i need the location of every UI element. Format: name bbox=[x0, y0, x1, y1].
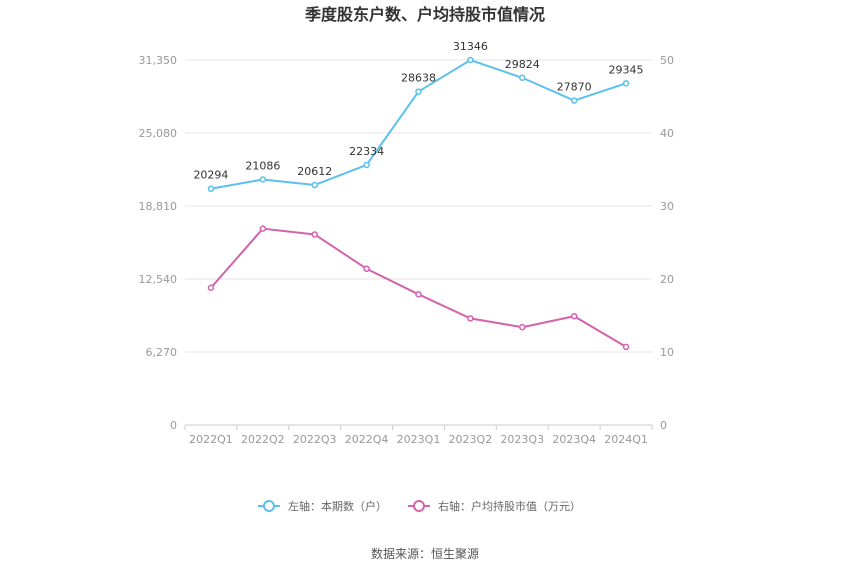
data-point[interactable] bbox=[207, 185, 215, 192]
data-label: 29345 bbox=[609, 63, 644, 76]
data-point[interactable] bbox=[519, 323, 526, 331]
data-label: 29824 bbox=[505, 58, 540, 71]
left-axis-tick: 0 bbox=[170, 419, 177, 432]
legend-item[interactable]: 右轴：户均持股市值（万元） bbox=[408, 499, 581, 513]
data-source: 数据来源：恒生聚源 bbox=[371, 546, 479, 561]
right-axis-tick: 0 bbox=[660, 419, 667, 432]
data-label: 20294 bbox=[193, 169, 228, 182]
chart-title: 季度股东户数、户均持股市值情况 bbox=[304, 5, 545, 24]
data-point[interactable] bbox=[467, 56, 474, 64]
x-axis-tick: 2022Q2 bbox=[241, 433, 285, 446]
data-point[interactable] bbox=[363, 161, 370, 169]
series-layer: 20294 21086 20612 22334 28638 31346 29824 27870… bbox=[193, 40, 644, 351]
data-label: 28638 bbox=[401, 72, 436, 85]
series-line bbox=[210, 227, 627, 348]
data-point[interactable] bbox=[259, 225, 267, 232]
axes: 0 0 6,270 10 12,540 20 18,810 30 25,080 40 31,350 5… bbox=[139, 54, 675, 446]
x-axis-tick: 2022Q4 bbox=[345, 433, 389, 446]
data-point[interactable] bbox=[207, 284, 215, 292]
data-point[interactable] bbox=[311, 181, 318, 189]
legend-label: 左轴：本期数（户） bbox=[288, 499, 387, 513]
right-axis-tick: 30 bbox=[660, 200, 674, 213]
x-axis-tick: 2023Q2 bbox=[449, 433, 493, 446]
x-axis-tick: 2023Q1 bbox=[397, 433, 441, 446]
data-point[interactable] bbox=[467, 315, 474, 322]
data-point[interactable] bbox=[570, 97, 578, 104]
right-axis-tick: 50 bbox=[660, 54, 674, 67]
right-axis-tick: 10 bbox=[660, 346, 674, 359]
data-label: 31346 bbox=[453, 40, 488, 53]
grid-lines bbox=[185, 59, 652, 426]
data-label: 20612 bbox=[297, 165, 332, 178]
legend[interactable]: 左轴：本期数（户） 右轴：户均持股市值（万元） bbox=[258, 499, 581, 513]
right-axis-tick: 20 bbox=[660, 273, 674, 286]
legend-item[interactable]: 左轴：本期数（户） bbox=[258, 499, 387, 513]
x-axis-tick: 2023Q3 bbox=[500, 433, 544, 446]
x-axis-tick: 2023Q4 bbox=[552, 433, 596, 446]
data-label: 22334 bbox=[349, 145, 384, 158]
left-axis-tick: 25,080 bbox=[139, 127, 178, 140]
data-point[interactable] bbox=[622, 80, 630, 87]
left-axis-tick: 6,270 bbox=[146, 346, 178, 359]
legend-marker bbox=[413, 500, 425, 512]
data-point[interactable] bbox=[570, 312, 578, 320]
data-label: 27870 bbox=[557, 81, 592, 94]
x-axis-tick: 2022Q1 bbox=[189, 433, 233, 446]
x-axis-tick: 2024Q1 bbox=[604, 433, 648, 446]
left-axis-tick: 12,540 bbox=[139, 273, 178, 286]
data-point[interactable] bbox=[259, 176, 267, 183]
data-point[interactable] bbox=[415, 291, 422, 298]
data-point[interactable] bbox=[311, 231, 318, 238]
right-axis-tick: 40 bbox=[660, 127, 674, 140]
data-point[interactable] bbox=[622, 343, 630, 351]
data-point[interactable] bbox=[519, 74, 526, 82]
data-point[interactable] bbox=[415, 88, 422, 95]
data-point[interactable] bbox=[363, 265, 370, 273]
legend-marker bbox=[263, 500, 275, 512]
left-axis-tick: 31,350 bbox=[139, 54, 178, 67]
data-label: 21086 bbox=[245, 160, 280, 173]
legend-label: 右轴：户均持股市值（万元） bbox=[438, 499, 581, 513]
x-axis-tick: 2022Q3 bbox=[293, 433, 337, 446]
left-axis-tick: 18,810 bbox=[139, 200, 178, 213]
